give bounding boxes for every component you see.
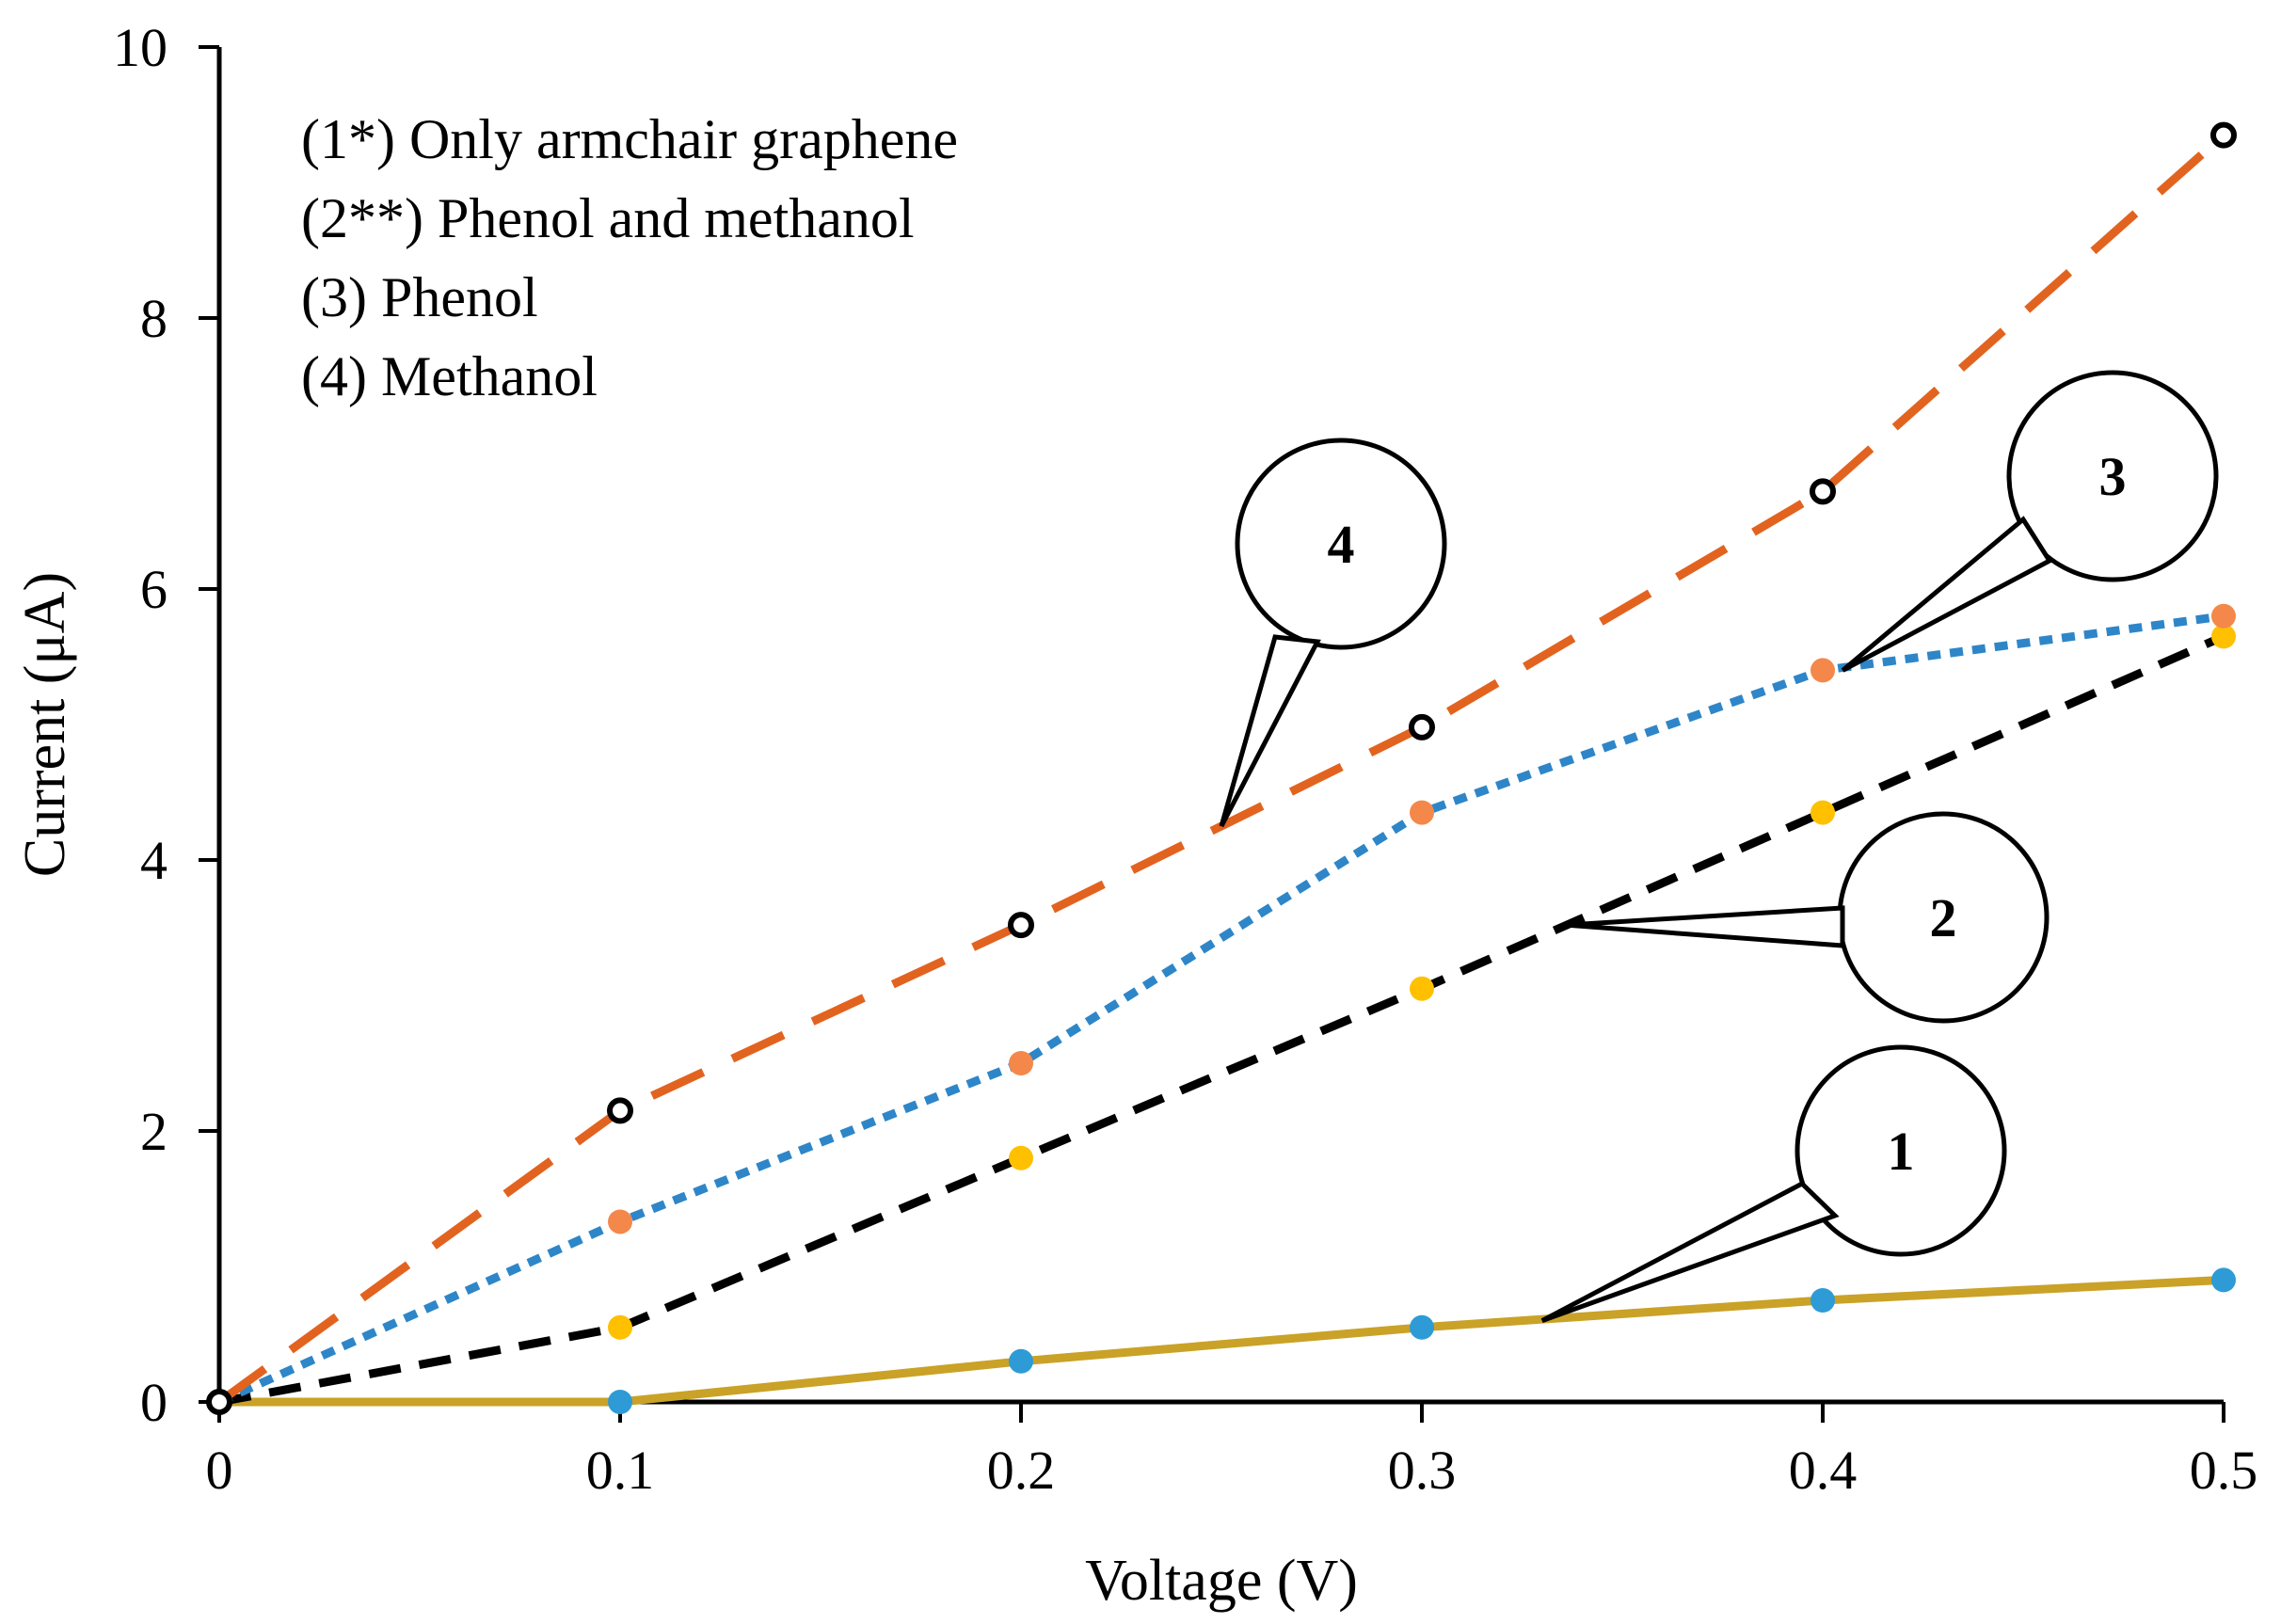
callout-bubble xyxy=(2006,370,2219,582)
x-tick-label: 0.5 xyxy=(2190,1440,2258,1501)
series-4-point xyxy=(607,1097,633,1124)
series-2-point xyxy=(1410,976,1434,1001)
callout-2: 2 xyxy=(1566,811,2050,1024)
series-2-point xyxy=(608,1314,632,1340)
series-4-point xyxy=(2210,121,2237,149)
legend: (1*) Only armchair graphene (2**) Phenol … xyxy=(301,108,958,407)
series-3-point xyxy=(1009,1051,1033,1075)
callout-pointer xyxy=(1566,905,1845,948)
series-3-point xyxy=(1410,800,1434,825)
y-tick-label: 4 xyxy=(140,830,167,891)
y-tick-label: 8 xyxy=(140,288,167,349)
x-axis-title: Voltage (V) xyxy=(1085,1549,1358,1613)
x-tick-label: 0.1 xyxy=(586,1440,655,1501)
y-tick-label: 6 xyxy=(140,559,167,620)
callout-pointer xyxy=(1841,516,2053,673)
series-3-line xyxy=(217,612,2225,1407)
series-1-line xyxy=(219,1275,2225,1407)
series-1-point xyxy=(608,1390,632,1414)
series-2-point xyxy=(1810,800,1835,825)
series-4-point xyxy=(1409,713,1435,740)
series-1-point xyxy=(1009,1348,1033,1374)
legend-entry: (3) Phenol xyxy=(301,266,538,328)
x-tick-label: 0 xyxy=(206,1440,233,1501)
x-tick-label: 0.3 xyxy=(1388,1440,1457,1501)
series-2-point xyxy=(1009,1145,1033,1170)
x-tick-label: 0.2 xyxy=(987,1440,1056,1501)
series-1-point xyxy=(2211,1267,2236,1293)
series-4-point xyxy=(1810,478,1836,505)
series-3-point xyxy=(2211,603,2236,629)
y-tick-label: 10 xyxy=(113,17,167,78)
x-tick-label: 0.4 xyxy=(1789,1440,1858,1501)
callout-label: 2 xyxy=(1930,887,1957,948)
y-tick-label: 2 xyxy=(140,1101,167,1162)
series-2 xyxy=(218,632,2225,1407)
callout-label: 3 xyxy=(2099,446,2127,507)
y-tick-label: 0 xyxy=(140,1372,167,1433)
callout-bubble xyxy=(1235,438,1447,650)
series-1-point xyxy=(1410,1314,1434,1340)
series-3-point xyxy=(1810,658,1835,683)
callout-label: 4 xyxy=(1328,514,1355,575)
series-4-markers xyxy=(206,121,2237,1415)
series-1-point xyxy=(1810,1288,1835,1313)
callout-4: 4 xyxy=(1219,438,1447,828)
callout-1: 1 xyxy=(1540,1044,2007,1323)
series-3-point xyxy=(608,1209,632,1234)
callout-pointer xyxy=(1540,1180,1840,1323)
series-2-line xyxy=(218,632,2225,1407)
callout-bubble xyxy=(1794,1044,2007,1257)
series-3 xyxy=(217,612,2225,1407)
series-2-point xyxy=(2211,624,2236,649)
series-4-point xyxy=(1008,912,1034,939)
axes: 0 0.1 0.2 0.3 0.4 0.5 0 2 4 6 8 10 Voltage (V) Curren… xyxy=(13,17,2257,1613)
callout-label: 1 xyxy=(1888,1121,1915,1182)
y-axis-title: Current (μA) xyxy=(13,572,77,877)
callouts: 1 2 3 4 xyxy=(1219,370,2219,1323)
series-1 xyxy=(219,1275,2225,1407)
callout-pointer xyxy=(1219,634,1321,828)
legend-entry: (4) Methanol xyxy=(301,345,598,407)
series-4-point xyxy=(206,1389,232,1415)
legend-entry: (1*) Only armchair graphene xyxy=(301,108,958,170)
legend-entry: (2**) Phenol and methanol xyxy=(301,187,915,249)
callout-3: 3 xyxy=(1841,370,2219,673)
